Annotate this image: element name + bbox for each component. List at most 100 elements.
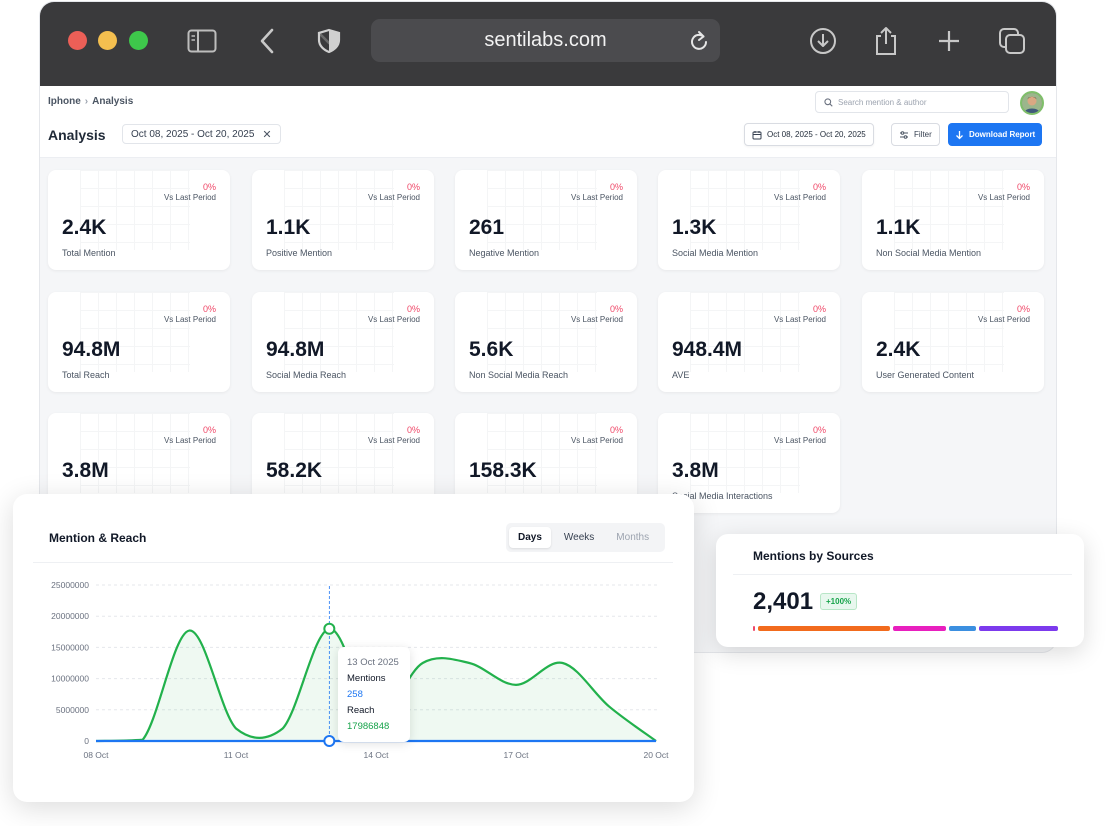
tab-weeks[interactable]: Weeks [563,532,595,543]
stat-label: Non Social Media Reach [469,370,569,380]
stat-value: 1.1K [876,216,921,239]
source-segment[interactable] [978,626,1059,631]
stat-card[interactable]: 0% Vs Last Period 2.4K User Generated Conte… [862,292,1044,392]
stat-card[interactable]: 0% Vs Last Period 1.1K Non Social Media Men… [862,170,1044,270]
share-icon[interactable] [869,24,903,58]
panel-title: Mentions by Sources [753,549,874,563]
back-icon[interactable] [250,24,284,58]
reload-icon[interactable] [690,30,708,58]
stat-change: 0% [202,425,216,435]
arrow-down-icon [956,130,963,139]
stat-comparison: Vs Last Period [773,315,826,324]
stat-comparison: Vs Last Period [773,193,826,202]
tooltip-mentions-value: 258 [347,689,363,700]
privacy-shield-icon[interactable] [312,24,346,58]
card-pattern [894,292,1004,372]
stat-card[interactable]: 0% Vs Last Period 1.1K Positive Mention [252,170,434,270]
stat-label: Total Mention [62,248,116,258]
new-tab-icon[interactable] [932,24,966,58]
search-icon [824,97,833,107]
stat-comparison: Vs Last Period [570,193,623,202]
y-tick-label: 25000000 [51,580,89,590]
filter-button-label: Filter [914,130,932,139]
avatar[interactable] [1020,91,1044,115]
card-pattern [487,413,597,493]
date-range-chip-label: Oct 08, 2025 - Oct 20, 2025 [131,128,255,140]
stat-change: 0% [609,304,623,314]
panel-title: Mention & Reach [49,531,147,545]
breadcrumb-item-current: Analysis [92,96,134,107]
browser-toolbar: sentilabs.com [40,2,1056,86]
page-title: Analysis [48,127,106,143]
search-placeholder: Search mention & author [838,97,927,107]
mention-reach-panel: Mention & Reach Days Weeks Months 0 50000… [13,494,694,802]
stat-label: User Generated Content [876,370,975,380]
tooltip-reach-value: 17986848 [347,721,390,732]
filter-button[interactable]: Filter [891,123,940,146]
card-pattern [894,170,1004,250]
stat-comparison: Vs Last Period [773,436,826,445]
stat-label: Positive Mention [266,248,333,258]
stat-value: 2.4K [876,338,921,361]
breadcrumb-item[interactable]: Iphone [48,96,81,107]
tab-days[interactable]: Days [509,527,551,548]
sidebar-toggle-icon[interactable] [185,24,219,58]
stat-card[interactable]: 0% Vs Last Period 948.4M AVE [658,292,840,392]
stat-change: 0% [202,304,216,314]
chevron-right-icon: › [84,96,89,107]
search-input[interactable]: Search mention & author [815,91,1009,113]
period-tabs: Days Weeks Months [506,523,665,552]
minimize-window-button[interactable] [98,31,117,50]
stat-label: AVE [672,370,690,380]
x-tick-label: 14 Oct [363,750,389,760]
stat-label: Social Media Interactions [672,491,773,501]
date-range-chip[interactable]: Oct 08, 2025 - Oct 20, 2025 ✕ [122,124,281,144]
reach-area [96,628,656,741]
stat-card[interactable]: 0% Vs Last Period 1.3K Social Media Mention [658,170,840,270]
card-pattern [690,170,800,250]
stat-card[interactable]: 0% Vs Last Period 94.8M Total Reach [48,292,230,392]
address-bar[interactable]: sentilabs.com [371,19,720,62]
download-report-label: Download Report [969,130,1036,139]
y-tick-label: 5000000 [56,705,89,715]
close-icon[interactable]: ✕ [262,128,272,141]
calendar-icon [752,130,762,139]
breadcrumb: Iphone › Analysis [48,96,133,107]
tooltip-mentions-label: Mentions [347,673,386,684]
stat-card[interactable]: 0% Vs Last Period 261 Negative Mention [455,170,637,270]
date-range-button[interactable]: Oct 08, 2025 - Oct 20, 2025 [744,123,874,146]
stat-change: 0% [812,425,826,435]
source-segment[interactable] [753,626,755,631]
maximize-window-button[interactable] [129,31,148,50]
source-segment[interactable] [757,626,891,631]
y-tick-label: 0 [84,736,89,746]
stat-change: 0% [609,425,623,435]
reach-point [323,622,336,635]
card-pattern [80,413,190,493]
x-tick-label: 17 Oct [503,750,529,760]
stat-card[interactable]: 0% Vs Last Period 2.4K Total Mention [48,170,230,270]
stat-comparison: Vs Last Period [367,315,420,324]
card-pattern [80,292,190,372]
stat-label: Non Social Media Mention [876,248,982,258]
stat-value: 2.4K [62,216,107,239]
mentions-by-sources-panel: Mentions by Sources 2,401 +100% [716,534,1084,647]
stat-change: 0% [1016,182,1030,192]
stat-change: 0% [406,304,420,314]
download-report-button[interactable]: Download Report [948,123,1043,146]
stat-comparison: Vs Last Period [163,436,216,445]
source-segment[interactable] [949,626,976,631]
card-pattern [487,170,597,250]
download-icon[interactable] [806,24,840,58]
y-tick-label: 20000000 [51,611,89,621]
y-tick-label: 15000000 [51,642,89,652]
tabs-overview-icon[interactable] [995,24,1029,58]
date-range-button-label: Oct 08, 2025 - Oct 20, 2025 [767,130,866,139]
x-tick-label: 11 Oct [224,750,249,760]
stat-card[interactable]: 0% Vs Last Period 5.6K Non Social Media Rea… [455,292,637,392]
source-segment[interactable] [893,626,947,631]
tab-months[interactable]: Months [616,532,650,543]
stat-value: 58.2K [266,459,323,482]
close-window-button[interactable] [68,31,87,50]
stat-card[interactable]: 0% Vs Last Period 94.8M Social Media Reach [252,292,434,392]
